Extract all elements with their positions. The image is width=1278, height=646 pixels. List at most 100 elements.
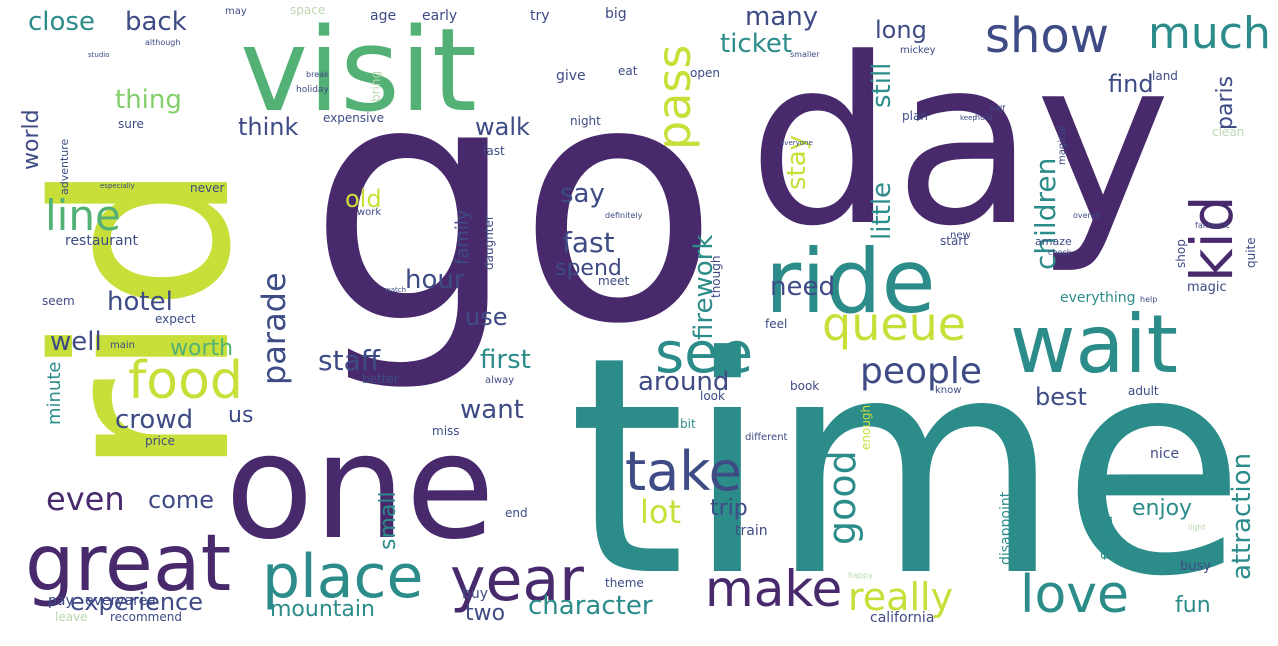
word-feel: feel — [765, 317, 787, 331]
word-main: main — [110, 340, 135, 351]
word-paris: paris — [1213, 76, 1238, 130]
word-pass: pass — [647, 45, 701, 150]
word-watch: watch — [385, 286, 406, 294]
word-well: well — [50, 327, 102, 357]
word-recommend: recommend — [110, 610, 182, 624]
word-keep: keep — [960, 114, 977, 122]
word-space: space — [290, 3, 325, 17]
word-although: although — [145, 38, 180, 47]
word-hold: hold — [975, 113, 992, 122]
word-shop: shop — [1174, 239, 1188, 268]
word-clean: clean — [1212, 125, 1244, 139]
word-stay: stay — [782, 135, 812, 190]
word-meet: meet — [598, 274, 629, 288]
word-firework: firework — [689, 235, 719, 340]
word-close: close — [28, 7, 95, 37]
word-really: really — [848, 575, 953, 619]
word-adult: adult — [1128, 384, 1159, 398]
word-year: year — [450, 545, 584, 615]
word-ticket: ticket — [720, 29, 792, 59]
word-miss: miss — [432, 424, 460, 438]
word-overall: overall — [1073, 211, 1100, 220]
word-wait: wait — [1010, 298, 1178, 391]
word-studio: studio — [88, 51, 110, 59]
word-spend: spend — [555, 256, 622, 281]
word-early: early — [422, 8, 457, 24]
word-buy: buy — [462, 586, 488, 602]
word-visit: visit — [240, 4, 477, 138]
word-world: world — [19, 109, 44, 170]
word-half: half — [990, 104, 1005, 113]
word-everything: everything — [1060, 290, 1136, 306]
word-want: want — [460, 395, 524, 425]
word-train: train — [735, 523, 768, 539]
word-end: end — [505, 506, 528, 520]
word-busy: busy — [1180, 559, 1211, 574]
word-little: little — [867, 182, 897, 240]
word-fast: fast — [562, 226, 615, 259]
word-minute: minute — [44, 362, 65, 425]
word-hotel: hotel — [107, 287, 173, 317]
word-attraction: attraction — [1227, 453, 1257, 580]
word-adventure: adventure — [58, 138, 71, 195]
word-staff: staff — [318, 344, 381, 377]
word-open: open — [690, 66, 720, 80]
word-old: old — [345, 185, 382, 213]
word-light: light — [1188, 523, 1206, 532]
word-go: go — [308, 12, 719, 396]
word-much: much — [1148, 8, 1271, 59]
word-work: work — [357, 207, 381, 218]
word-better: better — [362, 372, 399, 386]
word-experience: experience — [70, 588, 203, 616]
word-thing: thing — [115, 85, 182, 115]
word-parade: parade — [255, 272, 293, 385]
word-make: make — [705, 560, 842, 618]
word-know: know — [935, 385, 961, 396]
word-lot: lot — [640, 493, 681, 531]
word-say: say — [560, 179, 605, 209]
word-though: though — [709, 256, 723, 298]
word-smaller: smaller — [790, 50, 820, 59]
word-best: best — [1035, 383, 1087, 411]
word-everyone: everyone — [780, 139, 813, 147]
word-ride: ride — [765, 230, 936, 333]
word-disappoint: disappoint — [998, 491, 1014, 565]
word-two: two — [465, 601, 505, 626]
word-look: look — [700, 389, 725, 403]
word-plan: plan — [902, 109, 928, 123]
word-back: back — [125, 7, 187, 37]
word-expensive: expensive — [323, 111, 384, 125]
word-mountain: mountain — [270, 597, 375, 622]
word-see: see — [655, 321, 753, 386]
word-first: first — [480, 345, 531, 375]
word-give: give — [556, 68, 586, 84]
word-need: need — [770, 272, 835, 302]
word-great: great — [25, 519, 231, 609]
word-people: people — [860, 351, 982, 392]
word-time: time — [568, 293, 1246, 642]
word-land: land — [1152, 69, 1178, 83]
word-character: character — [528, 591, 653, 621]
word-big: big — [605, 6, 627, 22]
word-price: price — [145, 434, 175, 448]
word-everyarea: everyarea — [85, 593, 156, 609]
word-around: around — [638, 367, 729, 397]
word-small: small — [376, 491, 401, 550]
word-alway: alway — [485, 375, 514, 386]
word-bit: bit — [680, 417, 696, 431]
word-day: day — [748, 10, 1171, 277]
word-crowd: crowd — [115, 405, 193, 435]
word-start: start — [940, 234, 968, 248]
word-new: new — [950, 230, 971, 241]
word-one: one — [225, 403, 495, 572]
word-long: long — [875, 16, 927, 44]
word-leave: leave — [55, 610, 88, 624]
word-help: help — [1140, 295, 1157, 304]
word-walk: walk — [475, 113, 530, 141]
word-magical: magical — [1057, 126, 1068, 165]
word-daughter: daughter — [482, 215, 496, 270]
word-book: book — [790, 379, 819, 393]
